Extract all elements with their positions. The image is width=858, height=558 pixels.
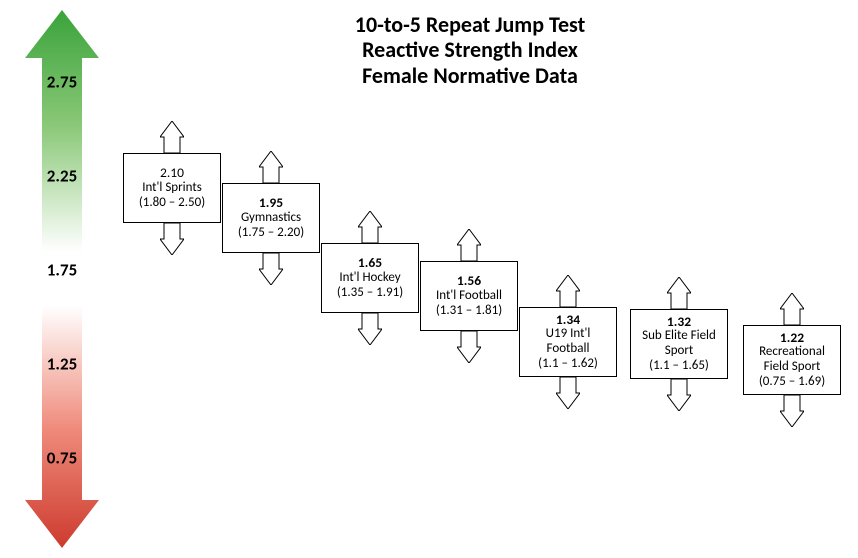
data-label: U19 Int'l Football: [524, 327, 612, 357]
scale-tick-label: 0.75: [47, 448, 77, 469]
arrow-up-icon: [667, 277, 691, 309]
arrow-down-icon: [457, 331, 481, 363]
data-box: 1.65Int'l Hockey(1.35 – 1.91): [321, 243, 419, 313]
data-range: (1.1 – 1.65): [649, 359, 709, 374]
data-range: (1.35 – 1.91): [337, 286, 403, 301]
data-range: (0.75 – 1.69): [759, 375, 825, 390]
data-range: (1.75 – 2.20): [238, 226, 304, 241]
data-label: Int'l Sprints: [142, 181, 202, 196]
data-box: 1.32Sub Elite Field Sport(1.1 – 1.65): [630, 309, 728, 379]
arrow-down-icon: [358, 313, 382, 345]
data-range: (1.31 – 1.81): [436, 304, 502, 319]
scale-tick-label: 1.75: [47, 260, 77, 281]
data-value: 1.56: [457, 273, 481, 289]
arrow-down-icon: [780, 395, 804, 427]
data-box: 1.22Recreational Field Sport(0.75 – 1.69…: [743, 325, 841, 395]
arrow-down-icon: [259, 253, 283, 285]
arrow-up-icon: [259, 151, 283, 183]
data-label: Int'l Hockey: [339, 271, 400, 286]
data-box: 1.34U19 Int'l Football(1.1 – 1.62): [519, 307, 617, 377]
arrow-up-icon: [457, 229, 481, 261]
arrow-up-icon: [556, 275, 580, 307]
data-label: Sub Elite Field Sport: [635, 329, 723, 359]
data-value: 1.65: [358, 255, 382, 271]
arrow-down-icon: [556, 377, 580, 409]
arrow-down-icon: [667, 379, 691, 411]
data-value: 1.95: [259, 195, 283, 211]
data-box: 2.10Int'l Sprints(1.80 – 2.50): [123, 153, 221, 223]
arrow-down-icon: [160, 223, 184, 255]
data-box: 1.95Gymnastics(1.75 – 2.20): [222, 183, 320, 253]
data-value: 1.32: [667, 314, 691, 330]
arrow-up-icon: [780, 293, 804, 325]
data-value: 2.10: [160, 165, 184, 181]
data-label: Int'l Football: [436, 289, 502, 304]
data-box: 1.56Int'l Football(1.31 – 1.81): [420, 261, 518, 331]
data-value: 1.22: [780, 330, 804, 346]
data-label: Gymnastics: [241, 211, 301, 226]
data-value: 1.34: [556, 312, 580, 328]
scale-tick-label: 1.25: [47, 354, 77, 375]
data-range: (1.1 – 1.62): [538, 357, 598, 372]
data-label: Recreational Field Sport: [748, 345, 836, 375]
scale-tick-label: 2.75: [47, 72, 77, 93]
data-range: (1.80 – 2.50): [139, 196, 205, 211]
arrow-up-icon: [160, 121, 184, 153]
arrow-up-icon: [358, 211, 382, 243]
scale-tick-label: 2.25: [47, 166, 77, 187]
